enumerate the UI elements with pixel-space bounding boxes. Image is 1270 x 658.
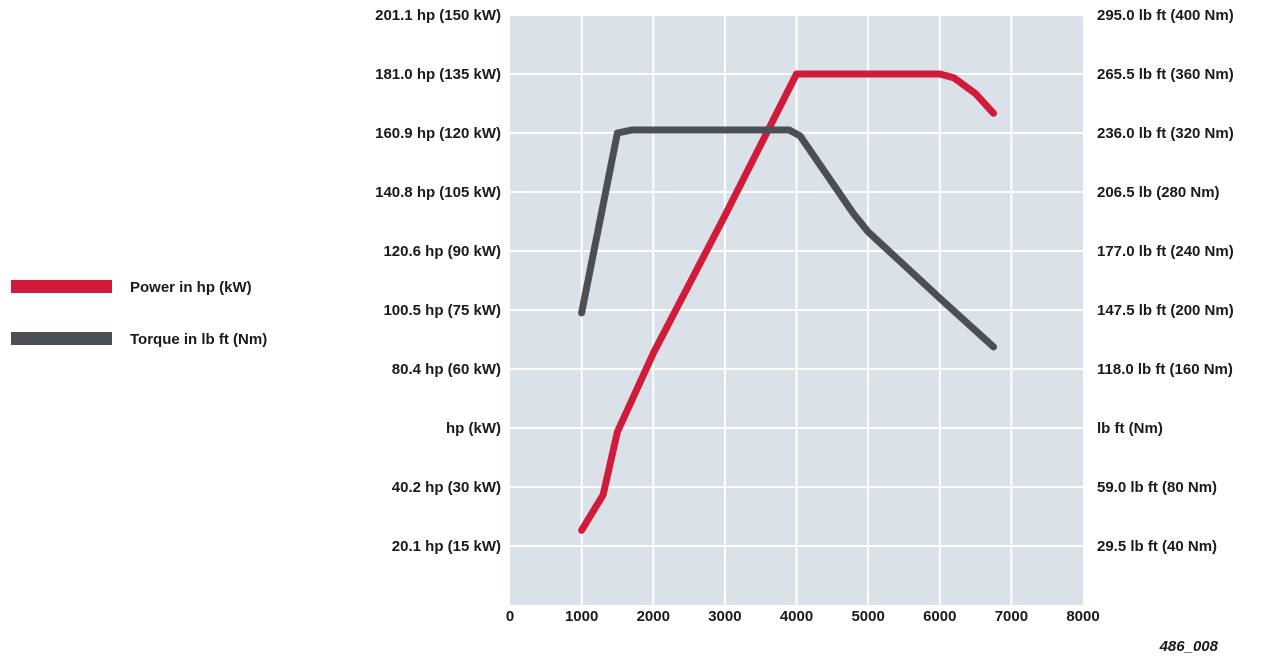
x-axis-tick-label: 6000 (923, 608, 956, 625)
x-axis-tick-label: 8000 (1066, 608, 1099, 625)
right-axis-tick-label: 59.0 lb ft (80 Nm) (1097, 479, 1217, 496)
x-axis: 0 1000 2000 3000 4000 5000 6000 7000 8000 (506, 608, 1100, 625)
right-axis-tick-label: 295.0 lb ft (400 Nm) (1097, 7, 1234, 24)
x-axis-tick-label: 5000 (851, 608, 884, 625)
legend-label: Torque in lb ft (Nm) (130, 331, 267, 348)
left-axis-tick-label: 100.5 hp (75 kW) (383, 302, 501, 319)
right-axis-tick-label: 29.5 lb ft (40 Nm) (1097, 538, 1217, 555)
right-axis-tick-label: 147.5 lb ft (200 Nm) (1097, 302, 1234, 319)
x-axis-tick-label: 3000 (708, 608, 741, 625)
left-axis-tick-label: 140.8 hp (105 kW) (375, 184, 501, 201)
legend-label: Power in hp (kW) (130, 279, 252, 296)
right-axis-tick-label: 177.0 lb ft (240 Nm) (1097, 243, 1234, 260)
left-axis-tick-label: 181.0 hp (135 kW) (375, 66, 501, 83)
legend-swatch (11, 332, 112, 345)
left-axis-tick-label: 40.2 hp (30 kW) (392, 479, 501, 496)
power-series-line (578, 70, 997, 534)
right-axis-tick-label: 236.0 lb ft (320 Nm) (1097, 125, 1234, 142)
x-axis-tick-label: 1000 (565, 608, 598, 625)
left-axis-tick-label: hp (kW) (446, 420, 501, 437)
right-axis-tick-label: 206.5 lb (280 Nm) (1097, 184, 1220, 201)
right-axis-tick-label: 265.5 lb ft (360 Nm) (1097, 66, 1234, 83)
figure-id: 486_008 (1159, 638, 1219, 655)
left-axis-tick-label: 120.6 hp (90 kW) (383, 243, 501, 260)
left-axis-tick-label: 80.4 hp (60 kW) (392, 361, 501, 378)
series-lines (578, 70, 997, 534)
torque-series-line (578, 126, 997, 351)
left-axis-tick-label: 20.1 hp (15 kW) (392, 538, 501, 555)
x-axis-tick-label: 0 (506, 608, 514, 625)
x-axis-tick-label: 7000 (995, 608, 1028, 625)
right-axis-tick-label: 118.0 lb ft (160 Nm) (1097, 361, 1233, 378)
x-axis-tick-label: 4000 (780, 608, 813, 625)
legend-swatch (11, 280, 112, 293)
legend: Power in hp (kW) Torque in lb ft (Nm) (11, 279, 267, 348)
left-axis-tick-label: 201.1 hp (150 kW) (375, 7, 501, 24)
left-axis-tick-label: 160.9 hp (120 kW) (375, 125, 501, 142)
right-axis-tick-label: lb ft (Nm) (1097, 420, 1163, 437)
left-axis: 201.1 hp (150 kW) 181.0 hp (135 kW) 160.9 … (375, 7, 501, 555)
right-axis: 295.0 lb ft (400 Nm) 265.5 lb ft (360 Nm)… (1097, 7, 1234, 555)
x-axis-tick-label: 2000 (637, 608, 670, 625)
